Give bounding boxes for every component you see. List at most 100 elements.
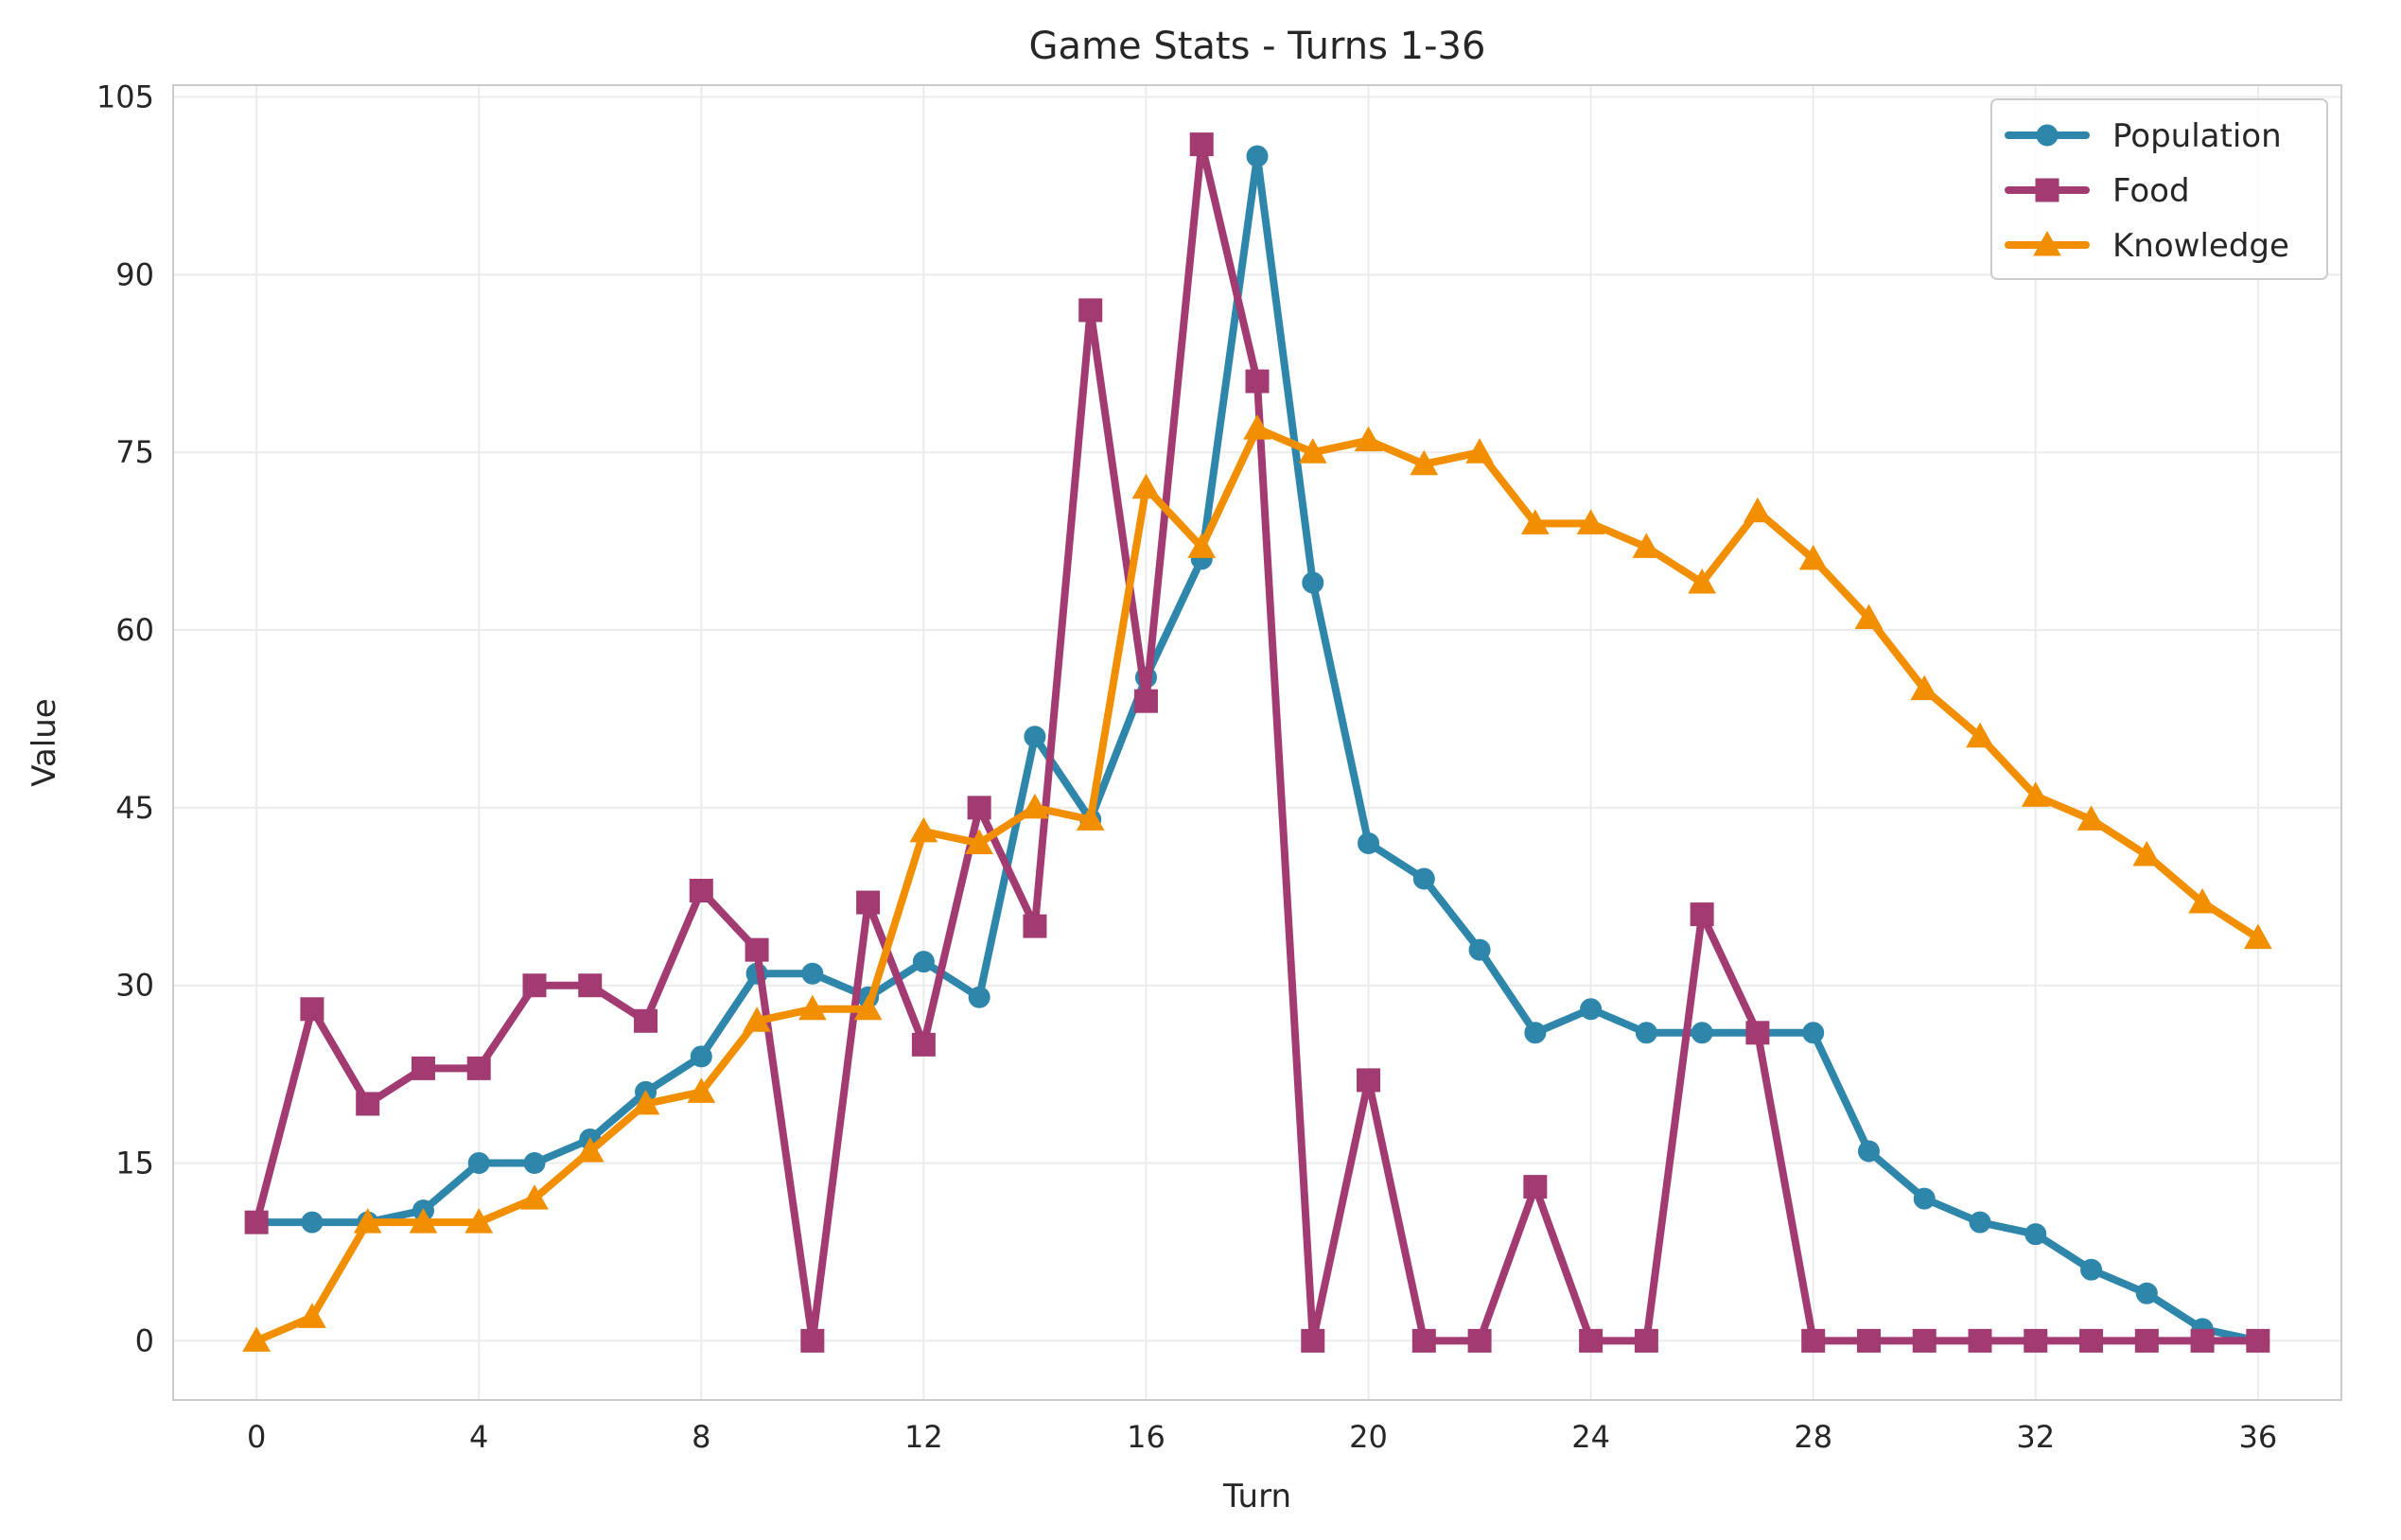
food-point bbox=[745, 937, 769, 962]
food-point bbox=[1133, 689, 1158, 713]
population-point bbox=[1302, 571, 1324, 594]
x-tick-label: 28 bbox=[1794, 1419, 1832, 1455]
food-point bbox=[1078, 298, 1103, 323]
legend: Population Food Knowledge bbox=[1990, 98, 2328, 280]
population-point bbox=[1857, 1140, 1880, 1163]
knowledge-point bbox=[1966, 722, 1994, 748]
population-point bbox=[1635, 1022, 1657, 1044]
x-tick-label: 36 bbox=[2238, 1419, 2277, 1455]
population-point bbox=[1580, 998, 1603, 1021]
food-point bbox=[634, 1008, 658, 1033]
food-line bbox=[253, 140, 2262, 1345]
food-point bbox=[911, 1032, 936, 1057]
knowledge-point bbox=[1243, 414, 1271, 440]
x-tick-label: 4 bbox=[469, 1419, 488, 1455]
knowledge-point bbox=[1910, 674, 1939, 701]
y-tick-label: 75 bbox=[115, 434, 154, 470]
y-tick-label: 45 bbox=[115, 790, 154, 826]
knowledge-point bbox=[1744, 497, 1772, 523]
legend-item-food: Food bbox=[2005, 172, 2190, 210]
chart-title: Game Stats - Turns 1-36 bbox=[1029, 25, 1486, 68]
legend-label: Knowledge bbox=[2112, 227, 2289, 265]
food-point bbox=[411, 1056, 435, 1080]
knowledge-point bbox=[1798, 544, 1828, 570]
y-tick-label: 90 bbox=[115, 256, 154, 292]
knowledge-point bbox=[1131, 473, 1161, 499]
knowledge-point bbox=[242, 1326, 272, 1352]
food-point bbox=[522, 973, 547, 998]
population-point bbox=[1969, 1211, 1991, 1234]
food-point bbox=[1357, 1068, 1381, 1093]
knowledge-point bbox=[2188, 888, 2217, 914]
population-point bbox=[1913, 1187, 1936, 1210]
knowledge-point bbox=[409, 1208, 438, 1234]
y-tick-label: 15 bbox=[115, 1146, 154, 1181]
population-point bbox=[1358, 831, 1380, 854]
knowledge-point bbox=[965, 829, 994, 854]
legend-label: Population bbox=[2112, 117, 2282, 155]
knowledge-point bbox=[520, 1184, 549, 1210]
knowledge-series bbox=[242, 414, 2272, 1352]
food-point bbox=[578, 973, 603, 998]
knowledge-point bbox=[743, 1006, 771, 1032]
legend-marker bbox=[2036, 124, 2059, 147]
population-point bbox=[912, 951, 935, 973]
food-point bbox=[1467, 1328, 1492, 1353]
food-point bbox=[1968, 1328, 1992, 1353]
knowledge-point bbox=[1632, 533, 1661, 558]
y-axis-ticks: 0 15 30 45 60 75 90 105 bbox=[96, 79, 154, 1359]
x-tick-label: 32 bbox=[2016, 1419, 2055, 1455]
population-point bbox=[301, 1211, 324, 1234]
food-point bbox=[967, 796, 991, 820]
food-point bbox=[2190, 1328, 2215, 1353]
legend-label: Food bbox=[2112, 172, 2190, 210]
y-tick-label: 0 bbox=[135, 1322, 154, 1358]
food-point bbox=[466, 1056, 491, 1080]
food-point bbox=[1912, 1328, 1937, 1353]
knowledge-point bbox=[1076, 805, 1105, 831]
food-point bbox=[356, 1092, 380, 1116]
food-point bbox=[2246, 1328, 2270, 1353]
legend-marker bbox=[2035, 178, 2059, 202]
population-point bbox=[2080, 1258, 2103, 1281]
food-point bbox=[1856, 1328, 1881, 1353]
population-point bbox=[1468, 938, 1491, 961]
y-tick-label: 60 bbox=[115, 612, 154, 648]
knowledge-point bbox=[797, 994, 827, 1021]
food-point bbox=[689, 879, 713, 903]
population-point bbox=[801, 962, 824, 985]
food-point bbox=[1411, 1328, 1436, 1353]
food-point bbox=[1301, 1328, 1325, 1353]
food-point bbox=[2024, 1328, 2048, 1353]
population-point bbox=[1691, 1022, 1713, 1044]
knowledge-point bbox=[1465, 438, 1494, 464]
legend-marker bbox=[2033, 230, 2061, 256]
knowledge-point bbox=[1187, 533, 1217, 558]
food-point bbox=[1189, 132, 1214, 157]
y-tick-label: 30 bbox=[115, 968, 154, 1004]
food-point bbox=[1801, 1328, 1826, 1353]
population-point bbox=[1412, 867, 1435, 890]
knowledge-point bbox=[575, 1137, 605, 1163]
food-point bbox=[856, 890, 881, 915]
knowledge-line bbox=[253, 425, 2262, 1345]
knowledge-point bbox=[1688, 568, 1717, 594]
knowledge-point bbox=[1021, 793, 1049, 819]
food-point bbox=[1523, 1175, 1548, 1199]
x-tick-label: 0 bbox=[247, 1419, 266, 1455]
x-tick-label: 24 bbox=[1571, 1419, 1610, 1455]
x-tick-label: 20 bbox=[1349, 1419, 1388, 1455]
knowledge-point bbox=[353, 1208, 382, 1234]
food-series bbox=[244, 132, 2270, 1353]
knowledge-point bbox=[2077, 805, 2106, 831]
population-point bbox=[2135, 1282, 2158, 1304]
legend-item-knowledge: Knowledge bbox=[2005, 227, 2289, 265]
knowledge-point bbox=[1410, 449, 1439, 476]
population-series bbox=[245, 145, 2270, 1352]
food-point bbox=[1745, 1021, 1770, 1045]
food-point bbox=[1579, 1328, 1604, 1353]
y-axis-label: Value bbox=[26, 698, 63, 786]
food-point bbox=[2079, 1328, 2104, 1353]
population-point bbox=[467, 1152, 490, 1175]
